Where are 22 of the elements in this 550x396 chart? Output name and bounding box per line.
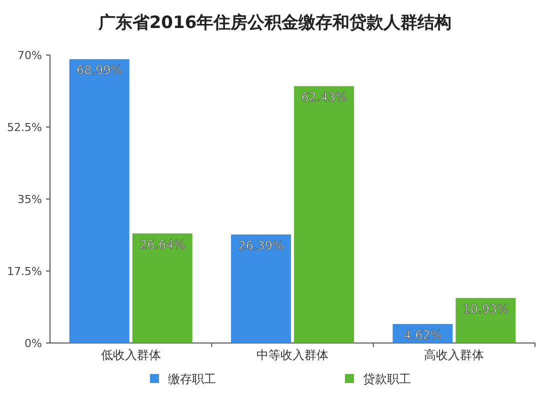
bar [132, 233, 192, 343]
data-label: 68.99% [76, 63, 122, 78]
x-tick-label: 高收入群体 [424, 348, 484, 362]
data-label: 10.93% [462, 302, 509, 316]
bar [69, 59, 130, 343]
data-label: 4.62% [404, 328, 442, 342]
legend-label: 贷款职工 [363, 372, 411, 386]
data-label: 26.64% [139, 237, 186, 252]
bar [456, 298, 516, 343]
bar [231, 234, 291, 343]
y-tick-label: 35% [18, 193, 42, 206]
bar [294, 86, 354, 343]
x-tick-label: 中等收入群体 [256, 348, 328, 362]
chart-title: 广东省2016年住房公积金缴存和贷款人群结构 [97, 13, 452, 33]
x-tick-label: 低收入群体 [100, 348, 161, 362]
y-tick-label: 0% [24, 337, 42, 350]
y-tick-label: 17.5% [7, 265, 42, 278]
data-label: 26.39% [238, 238, 284, 252]
y-tick-label: 52.5% [7, 121, 42, 134]
legend-label: 缴存职工 [168, 372, 216, 386]
y-tick-label: 70% [18, 49, 42, 62]
data-label: 62.43% [301, 90, 347, 104]
